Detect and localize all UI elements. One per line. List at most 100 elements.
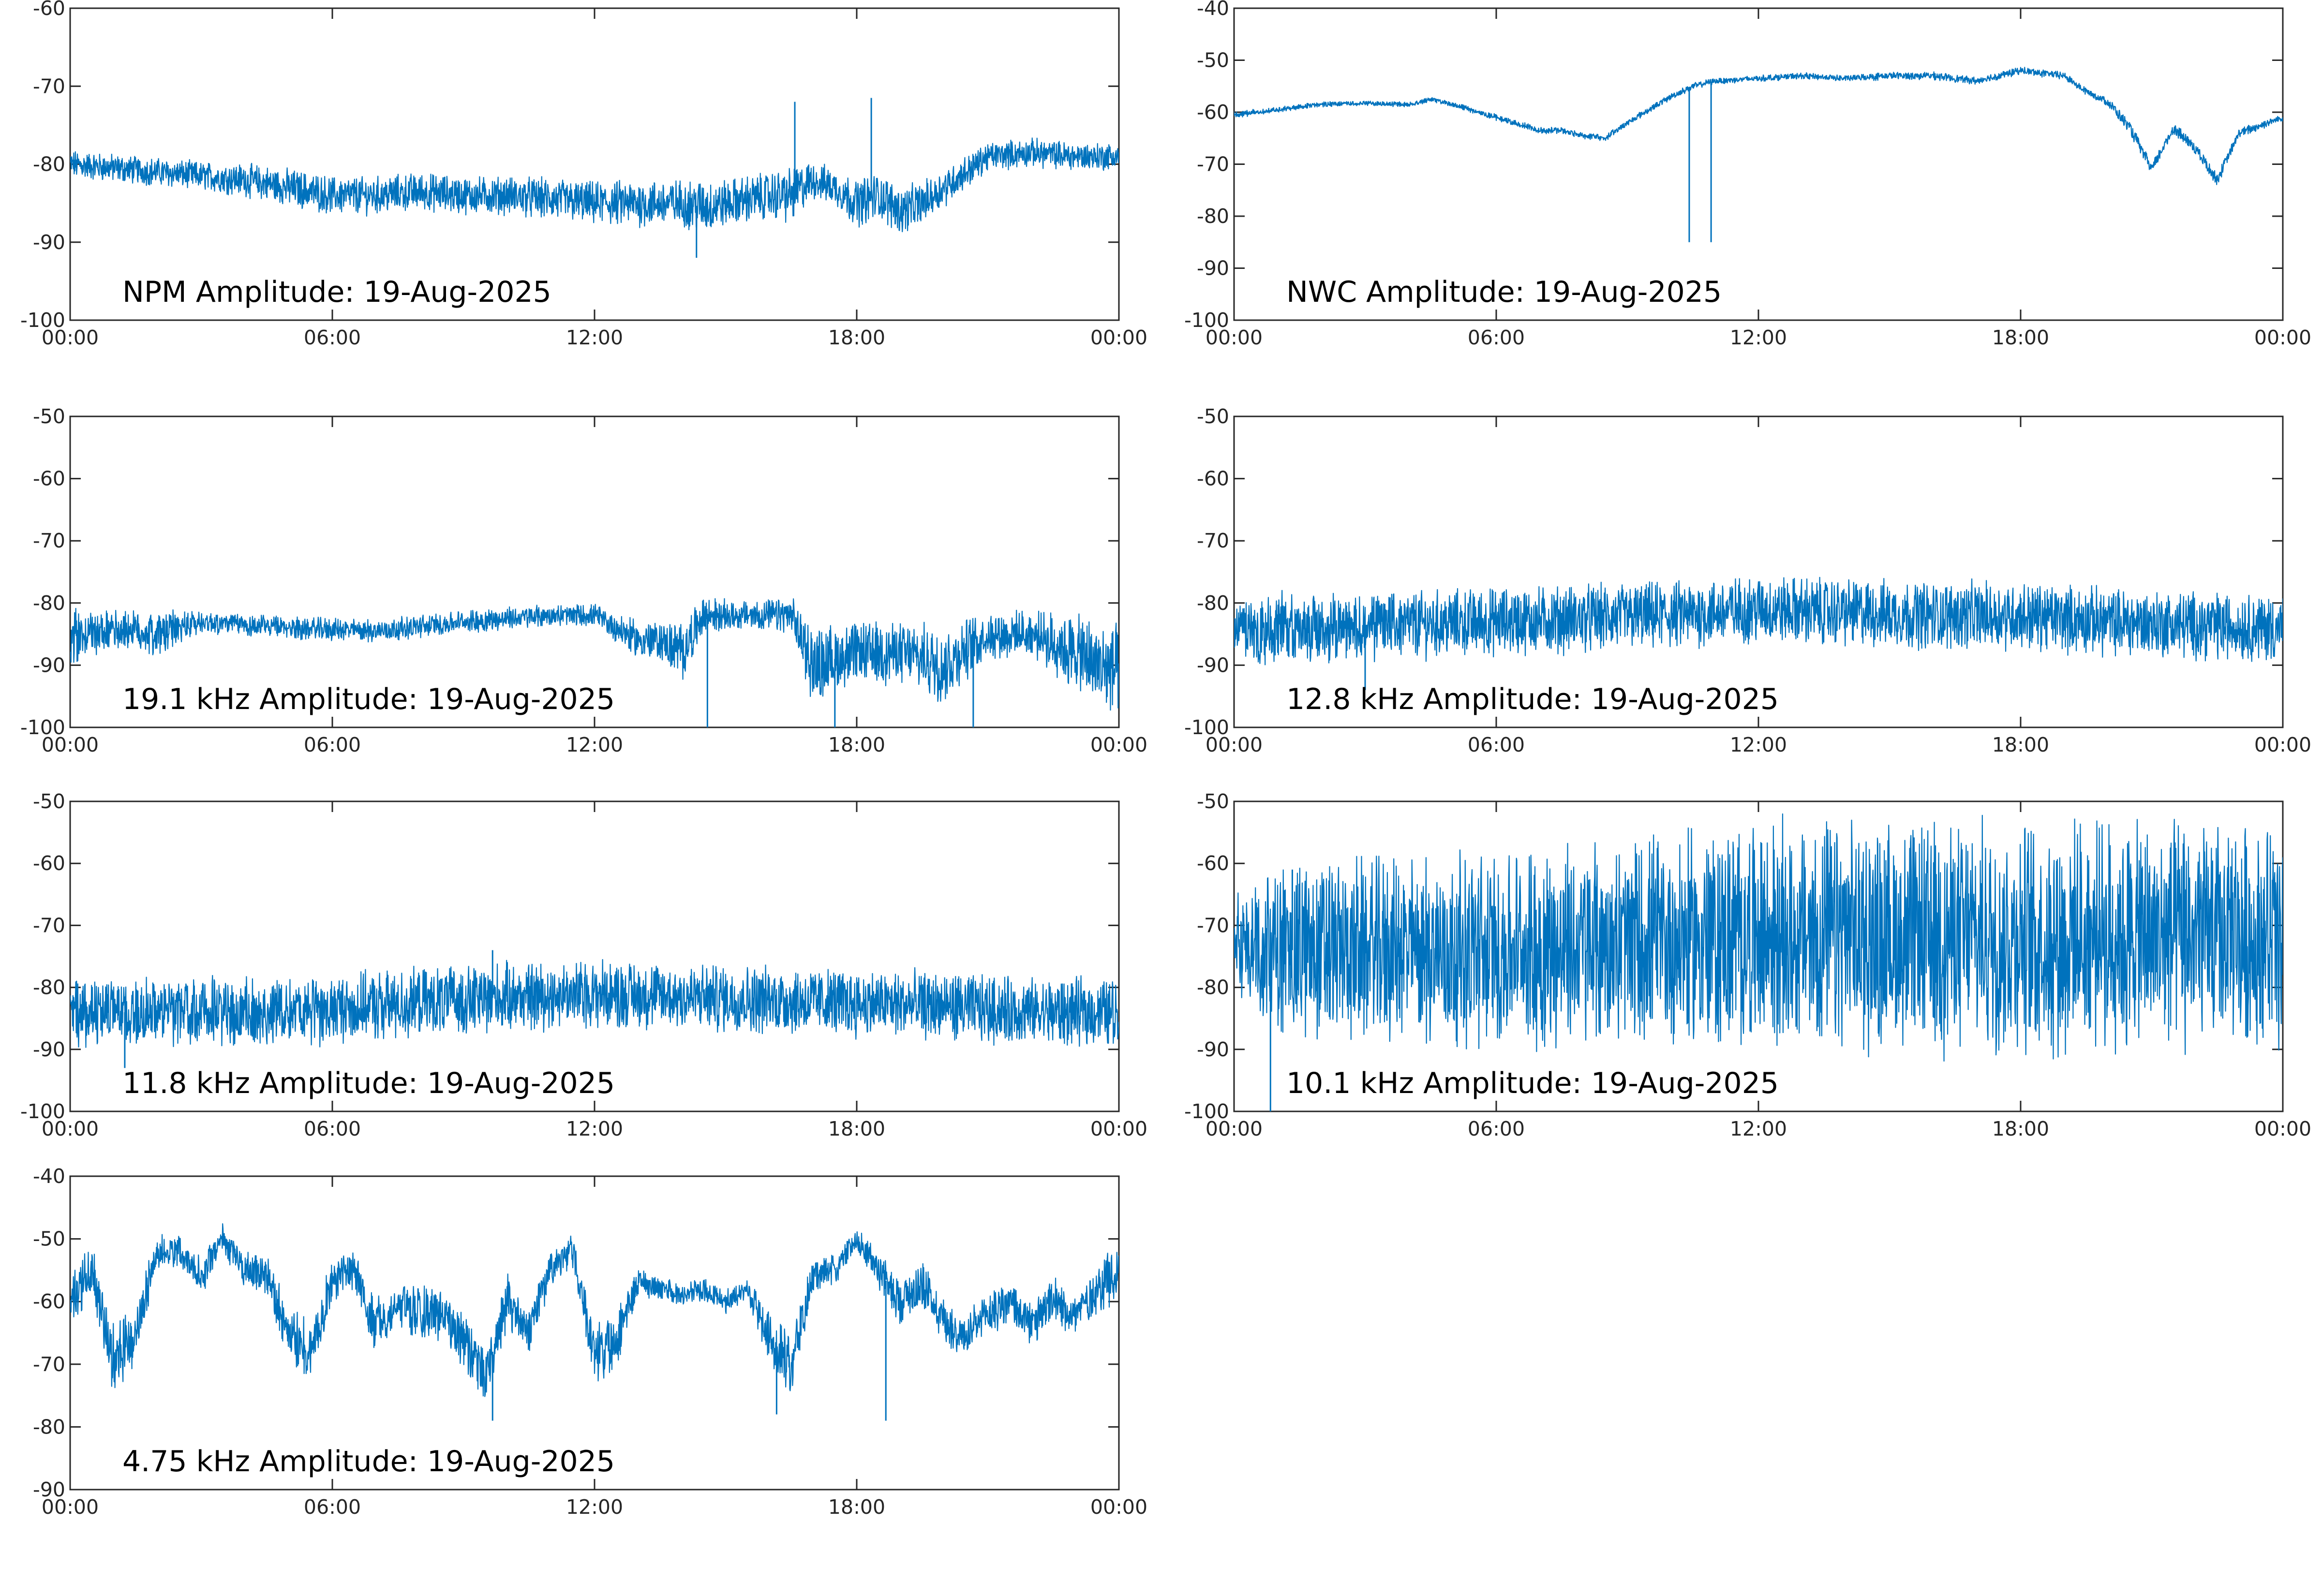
y-tick-label: -60 [33, 852, 65, 875]
y-tick-label: -100 [1184, 309, 1229, 332]
y-tick-label: -60 [33, 467, 65, 490]
y-tick-label: -80 [33, 1415, 65, 1438]
y-tick-label: -90 [33, 1478, 65, 1501]
chart-panel: 00:00 06:00 12:00 18:00 00:00-100-90-80-70-6… [1184, 790, 2311, 1140]
y-tick-label: -100 [20, 716, 65, 739]
amplitude-series-line [70, 137, 1119, 233]
panel-title: NPM Amplitude: 19-Aug-2025 [122, 275, 551, 309]
panel-title: 10.1 kHz Amplitude: 19-Aug-2025 [1286, 1066, 1779, 1100]
y-tick-label: -90 [1197, 1038, 1229, 1061]
x-tick-label: 00:00 [42, 1495, 99, 1519]
chart-panel: 00:00 06:00 12:00 18:00 00:00-100-90-80-70-6… [1184, 0, 2311, 349]
x-tick-label: 18:00 [1992, 326, 2049, 349]
y-tick-label: -100 [20, 1100, 65, 1123]
y-tick-label: -70 [33, 529, 65, 552]
y-tick-label: -100 [20, 309, 65, 332]
amplitude-series-line [1234, 67, 2283, 185]
x-tick-label: 06:00 [304, 733, 361, 756]
y-tick-label: -80 [33, 153, 65, 176]
y-tick-label: -60 [1197, 467, 1229, 490]
y-tick-label: -90 [33, 1038, 65, 1061]
chart-panel: 00:00 06:00 12:00 18:00 00:00-90-80-70-60-50… [33, 1165, 1147, 1519]
panel-title: 4.75 kHz Amplitude: 19-Aug-2025 [122, 1445, 615, 1478]
y-tick-label: -50 [33, 790, 65, 813]
x-tick-label: 18:00 [828, 733, 885, 756]
x-tick-label: 00:00 [1090, 733, 1147, 756]
x-tick-label: 18:00 [828, 1117, 885, 1140]
y-tick-label: -70 [1197, 529, 1229, 552]
y-tick-label: -40 [1197, 0, 1229, 20]
y-tick-label: -90 [33, 231, 65, 254]
y-tick-label: -80 [33, 591, 65, 615]
panel-title: NWC Amplitude: 19-Aug-2025 [1286, 275, 1722, 309]
y-tick-label: -70 [33, 74, 65, 98]
y-tick-label: -100 [1184, 716, 1229, 739]
x-tick-label: 18:00 [828, 1495, 885, 1519]
y-tick-label: -100 [1184, 1100, 1229, 1123]
y-tick-label: -60 [1197, 852, 1229, 875]
y-tick-label: -40 [33, 1165, 65, 1188]
x-tick-label: 00:00 [42, 733, 99, 756]
panel-title: 12.8 kHz Amplitude: 19-Aug-2025 [1286, 682, 1779, 716]
amplitude-series-line [70, 1223, 1119, 1397]
x-tick-label: 12:00 [566, 326, 623, 349]
y-tick-label: -70 [1197, 914, 1229, 937]
x-tick-label: 00:00 [1206, 1117, 1263, 1140]
x-tick-label: 00:00 [1090, 1117, 1147, 1140]
amplitude-series-line [1234, 813, 2283, 1062]
panel-title: 19.1 kHz Amplitude: 19-Aug-2025 [122, 682, 615, 716]
y-tick-label: -60 [33, 0, 65, 20]
x-tick-label: 00:00 [1206, 733, 1263, 756]
amplitude-series-line [1234, 576, 2283, 665]
x-tick-label: 06:00 [1468, 326, 1525, 349]
chart-panel: 00:00 06:00 12:00 18:00 00:00-100-90-80-70-6… [1184, 405, 2311, 756]
y-tick-label: -60 [1197, 101, 1229, 124]
y-tick-label: -80 [1197, 205, 1229, 228]
x-tick-label: 06:00 [1468, 1117, 1525, 1140]
x-tick-label: 12:00 [1730, 326, 1787, 349]
x-tick-label: 12:00 [1730, 733, 1787, 756]
y-tick-label: -50 [1197, 790, 1229, 813]
x-tick-label: 18:00 [1992, 1117, 2049, 1140]
panel-title: 11.8 kHz Amplitude: 19-Aug-2025 [122, 1066, 615, 1100]
amplitude-series-line [70, 959, 1119, 1048]
y-tick-label: -50 [33, 405, 65, 428]
y-tick-label: -90 [1197, 653, 1229, 677]
x-tick-label: 00:00 [42, 1117, 99, 1140]
amplitude-series-line [70, 598, 1119, 711]
x-tick-label: 00:00 [2254, 326, 2311, 349]
x-tick-label: 12:00 [566, 1117, 623, 1140]
x-tick-label: 00:00 [2254, 1117, 2311, 1140]
x-tick-label: 00:00 [2254, 733, 2311, 756]
y-tick-label: -50 [33, 1227, 65, 1251]
x-tick-label: 00:00 [1090, 1495, 1147, 1519]
x-tick-label: 00:00 [1206, 326, 1263, 349]
x-tick-label: 12:00 [566, 1495, 623, 1519]
chart-panel: 00:00 06:00 12:00 18:00 00:00-100-90-80-70-6… [20, 0, 1147, 349]
y-tick-label: -50 [1197, 405, 1229, 428]
y-tick-label: -60 [33, 1290, 65, 1313]
y-tick-label: -90 [33, 653, 65, 677]
y-tick-label: -70 [33, 914, 65, 937]
x-tick-label: 00:00 [1090, 326, 1147, 349]
x-tick-label: 06:00 [304, 1495, 361, 1519]
x-tick-label: 00:00 [42, 326, 99, 349]
x-tick-label: 06:00 [304, 326, 361, 349]
y-tick-label: -70 [33, 1353, 65, 1376]
x-tick-label: 06:00 [304, 1117, 361, 1140]
chart-panels: 00:00 06:00 12:00 18:00 00:00-100-90-80-70-6… [20, 0, 2311, 1519]
x-tick-label: 18:00 [1992, 733, 2049, 756]
y-tick-label: -90 [1197, 257, 1229, 280]
x-tick-label: 12:00 [566, 733, 623, 756]
x-tick-label: 06:00 [1468, 733, 1525, 756]
y-tick-label: -80 [1197, 976, 1229, 999]
y-tick-label: -80 [1197, 591, 1229, 615]
x-tick-label: 18:00 [828, 326, 885, 349]
y-tick-label: -70 [1197, 153, 1229, 176]
x-tick-label: 12:00 [1730, 1117, 1787, 1140]
chart-panel: 00:00 06:00 12:00 18:00 00:00-100-90-80-70-6… [20, 790, 1147, 1140]
y-tick-label: -50 [1197, 49, 1229, 72]
chart-panel: 00:00 06:00 12:00 18:00 00:00-100-90-80-70-6… [20, 405, 1147, 756]
